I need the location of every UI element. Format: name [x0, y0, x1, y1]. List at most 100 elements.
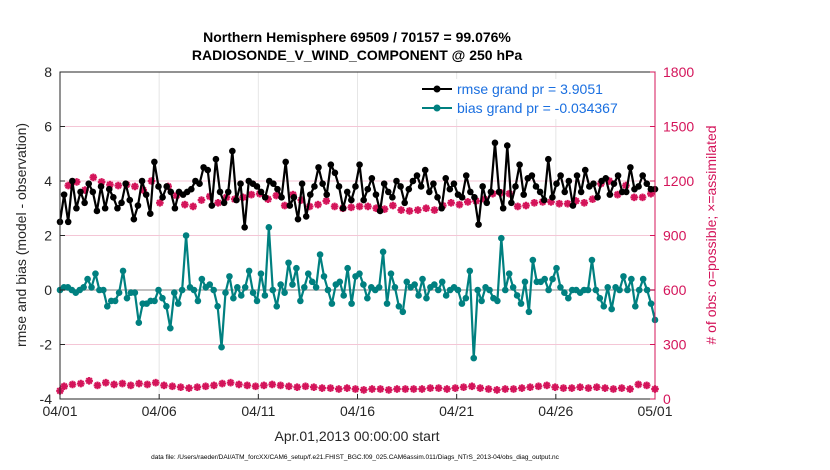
bias-point: [222, 289, 229, 297]
obs-point: [584, 384, 593, 392]
obs-point: [526, 383, 534, 391]
bias-point: [505, 270, 513, 277]
bias-point: [419, 275, 426, 283]
y2-tick-label: 600: [663, 282, 687, 298]
obs-point: [330, 202, 339, 211]
rmse-point: [356, 161, 363, 168]
rmse-point: [491, 139, 499, 147]
obs-point: [318, 384, 326, 392]
rmse-point: [569, 202, 577, 209]
bias-point: [616, 286, 623, 294]
bias-point: [328, 300, 336, 307]
bias-point: [312, 283, 320, 291]
rmse-point: [627, 164, 634, 171]
obs-point: [247, 190, 256, 199]
bias-point: [210, 286, 217, 294]
bias-point: [600, 303, 608, 310]
obs-point: [168, 382, 177, 391]
y-tick-label: 4: [44, 173, 52, 189]
rmse-point: [405, 185, 413, 193]
rmse-point: [315, 164, 322, 171]
rmse-point: [69, 177, 76, 185]
y2-tick-label: 900: [663, 228, 687, 244]
bias-point: [474, 286, 481, 294]
obs-point: [509, 385, 518, 393]
bias-point: [135, 319, 143, 327]
obs-point: [101, 378, 110, 387]
obs-point: [389, 201, 397, 210]
rmse-point: [290, 194, 298, 201]
bias-point: [454, 286, 462, 294]
rmse-point: [409, 177, 417, 185]
bias-point: [549, 275, 556, 283]
bias-point: [561, 289, 568, 297]
bias-point: [379, 248, 387, 256]
bias-point: [289, 281, 296, 288]
rmse-point: [220, 199, 228, 207]
rmse-point: [105, 185, 113, 193]
bias-point: [301, 283, 308, 291]
rmse-point: [352, 183, 359, 190]
rmse-point: [503, 142, 511, 149]
rmse-point: [73, 204, 80, 212]
legend-bias-label: bias grand pr = -0.034367: [457, 100, 618, 116]
bias-point: [115, 289, 123, 297]
obs-point: [617, 384, 626, 392]
rmse-point: [110, 194, 117, 201]
rmse-point: [233, 196, 240, 204]
bias-series: [56, 224, 659, 362]
bias-point: [557, 283, 564, 291]
bias-point: [462, 294, 470, 302]
obs-point: [218, 379, 227, 388]
obs-point: [131, 182, 139, 191]
obs-point: [567, 384, 576, 392]
rmse-point: [89, 188, 97, 196]
rmse-point: [146, 210, 154, 217]
obs-point: [118, 379, 127, 388]
rmse-point: [331, 169, 339, 177]
bias-point: [190, 286, 198, 294]
obs-point: [580, 199, 589, 207]
bias-point: [241, 283, 249, 291]
bias-point: [151, 297, 158, 305]
rmse-point: [270, 180, 277, 188]
rmse-point: [343, 188, 351, 196]
obs-point: [476, 384, 485, 392]
bias-point: [324, 286, 332, 294]
rmse-point: [229, 147, 236, 155]
bias-point: [297, 297, 304, 305]
bias-point: [494, 297, 501, 305]
rmse-point: [479, 183, 486, 190]
bias-point: [111, 297, 119, 305]
rmse-point: [257, 188, 265, 196]
rmse-point: [138, 177, 146, 185]
obs-point: [493, 386, 501, 394]
obs-point: [89, 173, 98, 182]
rmse-point: [307, 191, 314, 198]
bias-point: [360, 281, 367, 288]
bias-point: [620, 273, 627, 280]
bias-point: [80, 283, 87, 291]
rmse-point: [298, 180, 306, 188]
obs-point: [638, 193, 647, 202]
rmse-point: [93, 207, 101, 215]
rmse-point: [241, 224, 248, 231]
chart-title-line1: Northern Hemisphere 69509 / 70157 = 99.0…: [203, 29, 511, 45]
rmse-point: [458, 194, 466, 201]
obs-point: [563, 199, 572, 208]
bias-point: [596, 294, 604, 302]
legend: rmse grand pr = 3.9051 bias grand pr = -…: [416, 79, 653, 119]
obs-point: [60, 382, 68, 391]
bias-point: [170, 289, 178, 297]
bias-point: [159, 294, 166, 302]
obs-point: [243, 381, 252, 390]
rmse-point: [606, 191, 614, 198]
bias-point: [167, 324, 174, 332]
rmse-point: [81, 199, 88, 207]
bias-point: [218, 343, 225, 351]
rmse-point: [208, 202, 216, 209]
obs-point: [513, 202, 522, 211]
rmse-point: [274, 185, 281, 193]
rmse-point: [323, 191, 331, 198]
obs-point: [226, 378, 235, 387]
